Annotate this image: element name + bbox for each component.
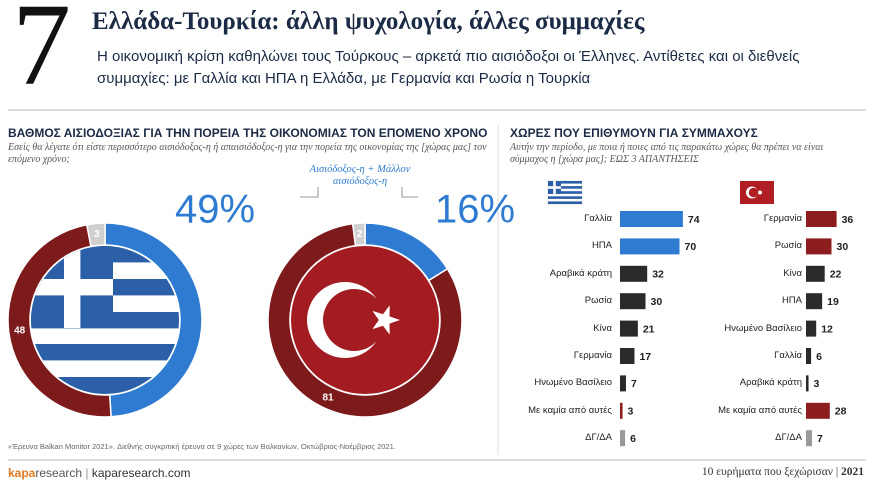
footer-series: 10 ευρήματα που ξεχώρισαν | 2021: [701, 466, 864, 478]
category-label: Ρωσία: [774, 240, 802, 252]
bar: [620, 238, 680, 255]
section-title: ΧΩΡΕΣ ΠΟΥ ΕΠΙΘΥΜΟΥΝ ΓΙΑ ΣΥΜΜΑΧΟΥΣ: [510, 126, 758, 140]
bar: [806, 293, 823, 310]
bar: [806, 211, 837, 227]
bar: [806, 265, 825, 282]
bar: [620, 211, 683, 227]
greek-flag: [31, 246, 179, 394]
category-label: Με καμία από αυτές: [718, 404, 802, 416]
category-label: Ηνωμένο Βασίλειο: [724, 322, 802, 334]
bar: [806, 320, 817, 337]
bar: [620, 265, 648, 282]
bar: [620, 402, 623, 419]
value-label: 21: [643, 323, 655, 335]
turkish-flag: [291, 246, 439, 394]
bar: [806, 375, 809, 392]
bar: [806, 348, 812, 364]
value-label: 48: [14, 325, 26, 336]
site: kaparesearch.com: [91, 466, 191, 480]
value-label: 6: [816, 351, 822, 363]
category-label: Γαλλία: [774, 350, 802, 361]
annotation-line: [300, 187, 319, 198]
category-label: Με καμία από αυτές: [528, 404, 612, 416]
value-label: 19: [827, 296, 839, 308]
value-label: 3: [94, 229, 100, 240]
section-subtitle: Αυτήν την περίοδο, με ποια ή ποιες από τ…: [510, 142, 824, 165]
series-title: 10 ευρήματα που ξεχώρισαν: [701, 466, 833, 478]
value-label: 70: [685, 241, 697, 253]
category-label: ΗΠΑ: [591, 240, 612, 252]
bar: [806, 402, 830, 419]
source-note: «Έρευνα Balkan Monitor 2021». Διεθνής συ…: [8, 442, 396, 451]
value-label: 2: [357, 229, 363, 240]
category-label: ΗΠΑ: [781, 295, 802, 307]
greek-flag-small: [547, 180, 583, 205]
category-label: Κίνα: [593, 322, 612, 334]
category-label: Γαλλία: [584, 213, 612, 224]
category-label: Αραβικά κράτη: [739, 377, 802, 389]
bar: [620, 293, 646, 310]
category-label: Κίνα: [783, 267, 802, 279]
donut-segment: [104, 222, 203, 418]
value-label: 49%: [175, 188, 255, 232]
bar: [620, 348, 635, 364]
title: Ελλάδα-Τουρκία: άλλη ψυχολογία, άλλες συ…: [92, 8, 645, 35]
turkish-flag-small: [740, 181, 774, 204]
donut-segment: [351, 222, 366, 247]
value-label: 17: [639, 351, 651, 363]
bar: [620, 320, 638, 337]
value-label: 12: [821, 323, 833, 335]
value-label: 30: [837, 241, 849, 253]
value-label: 22: [830, 269, 842, 281]
value-label: 7: [817, 433, 823, 445]
section-title: ΒΑΘΜΟΣ ΑΙΣΙΟΔΟΞΙΑΣ ΓΙΑ ΤΗΝ ΠΟΡΕΙΑ ΤΗΣ ΟΙ…: [8, 126, 488, 140]
value-label: 74: [688, 214, 700, 226]
category-label: Ρωσία: [584, 295, 612, 307]
category-label: Ηνωμένο Βασίλειο: [534, 377, 612, 389]
category-label: Γερμανία: [573, 350, 612, 361]
finding-number: 7: [12, 0, 71, 110]
brand: kapa: [8, 466, 36, 480]
donut-segment: [85, 222, 106, 248]
value-label: 16%: [435, 188, 515, 232]
value-label: 6: [630, 433, 636, 445]
annotation-line: [401, 187, 418, 198]
category-label: ΔΓ/ΔΑ: [585, 432, 612, 444]
bar: [620, 375, 626, 392]
value-label: 28: [835, 406, 847, 418]
value-label: 7: [631, 378, 637, 390]
section-subtitle: Εσείς θα λέγατε ότι είστε περισσότερο αι…: [8, 142, 487, 165]
brand-rest: research: [35, 466, 83, 480]
value-label: 30: [651, 296, 663, 308]
bar: [806, 238, 832, 255]
subtitle: Η οικονομική κρίση καθηλώνει τους Τούρκο…: [97, 48, 800, 87]
value-label: 81: [322, 392, 334, 403]
value-label: 3: [628, 406, 634, 418]
donut-segment: [267, 222, 463, 418]
value-label: 36: [842, 214, 854, 226]
footer-brand: kaparesearch | kaparesearch.com: [8, 466, 191, 480]
year: 2021: [841, 466, 864, 478]
category-label: ΔΓ/ΔΑ: [775, 432, 802, 444]
bar: [620, 430, 626, 447]
category-label: Αραβικά κράτη: [549, 267, 612, 279]
bar: [806, 430, 812, 447]
value-label: 3: [814, 378, 820, 390]
annotation: Αισιόδοξος-η + Μάλλον αισιόδοξος-η: [309, 164, 411, 187]
value-label: 32: [652, 269, 664, 281]
category-label: Γερμανία: [763, 213, 802, 224]
